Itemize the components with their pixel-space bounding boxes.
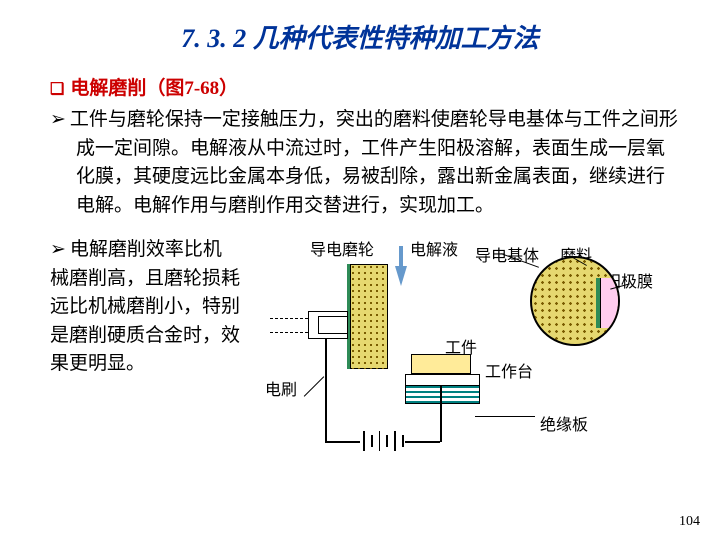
lead-brush	[304, 376, 325, 397]
para2-text: 电解磨削效率比机械磨削高，且磨轮损耗远比机械磨削小，特别是磨削硬质合金时，效果更…	[50, 239, 240, 374]
battery-icon	[360, 431, 407, 451]
bullet-icon: ❑	[50, 81, 64, 98]
label-base: 导电基体	[475, 242, 539, 266]
label-liquid: 电解液	[410, 236, 458, 260]
heading-text: 电解磨削（图7-68）	[70, 78, 238, 99]
wheel-texture	[350, 264, 388, 369]
paragraph-1: ➢工件与磨轮保持一定接触压力，突出的磨料使磨轮导电基体与工件之间形成一定间隙。电…	[50, 106, 680, 220]
wire-bottom-right	[405, 441, 440, 443]
paragraph-2: ➢电解磨削效率比机械磨削高，且磨轮损耗远比机械磨削小，特别是磨削硬质合金时，效果…	[50, 236, 250, 476]
content-area: ❑ 电解磨削（图7-68） ➢工件与磨轮保持一定接触压力，突出的磨料使磨轮导电基体…	[0, 55, 720, 220]
insulation-hatch	[405, 386, 480, 404]
label-insulator: 绝缘板	[540, 411, 588, 435]
liquid-arrow-icon	[395, 266, 407, 286]
para1-text: 工件与磨轮保持一定接触压力，突出的磨料使磨轮导电基体与工件之间形成一定间隙。电解…	[70, 109, 678, 216]
arrow-icon: ➢	[50, 239, 66, 260]
label-brush: 电刷	[265, 376, 297, 400]
lead-insulator	[475, 416, 535, 417]
wire-right	[440, 386, 442, 442]
worktable	[405, 374, 480, 386]
workpiece-shape	[411, 354, 471, 374]
circle-pink-slice	[600, 278, 620, 328]
subsection-heading: ❑ 电解磨削（图7-68）	[50, 73, 680, 100]
brush-inner	[318, 316, 348, 334]
detail-circle	[530, 256, 620, 346]
wire-bottom-left	[325, 441, 360, 443]
section-title: 7. 3. 2 几种代表性特种加工方法	[0, 0, 720, 55]
arrow-icon: ➢	[50, 109, 66, 130]
diagram: 导电磨轮 电解液 导电基体 磨料 阳极膜 工件 工作台 电刷 绝缘板	[250, 236, 680, 476]
label-wheel: 导电磨轮	[310, 236, 374, 260]
label-table: 工作台	[485, 358, 533, 382]
lower-section: ➢电解磨削效率比机械磨削高，且磨轮损耗远比机械磨削小，特别是磨削硬质合金时，效果…	[0, 236, 720, 476]
page-number: 104	[679, 514, 700, 530]
wire-left	[325, 339, 327, 441]
